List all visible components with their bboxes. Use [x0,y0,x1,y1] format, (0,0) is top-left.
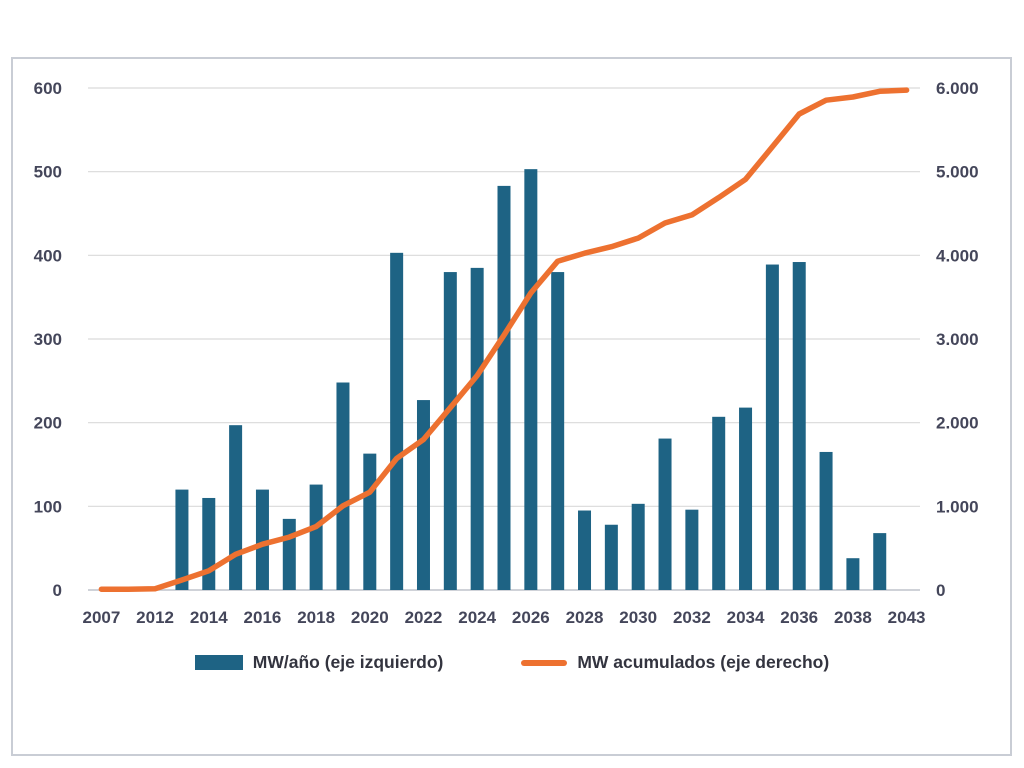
line-series-label: MW acumulados (eje derecho) [577,652,830,672]
right-axis-tick: 6.000 [936,79,979,98]
x-axis-tick-2016: 2016 [244,608,282,627]
chart-frame [11,57,1012,756]
bar-2021 [390,252,404,590]
bar-2019 [336,382,350,590]
cumulative-line [98,87,910,592]
bar-2022 [416,400,430,590]
bar-2038 [846,558,860,590]
x-axis-tick-2030: 2030 [619,608,657,627]
left-axis-tick: 0 [53,581,62,600]
bar-2033 [712,416,726,590]
x-axis-tick-2026: 2026 [512,608,550,627]
x-axis-tick-2038: 2038 [834,608,872,627]
chart-legend: MW/año (eje izquierdo) MW acumulados (ej… [0,652,1024,673]
x-axis-tick-2024: 2024 [458,608,496,627]
bar-2015 [229,425,243,590]
x-axis-tick-2043: 2043 [888,608,926,627]
bar-2034 [739,407,753,590]
right-axis-tick: 2.000 [936,414,979,433]
bar-2024 [470,267,484,590]
x-axis-tick-2020: 2020 [351,608,389,627]
bar-series-swatch [194,655,243,670]
right-axis-tick: 4.000 [936,246,979,265]
bar-2029 [604,524,618,590]
bar-2031 [658,438,672,590]
bar-2018 [309,484,323,590]
bar-2026 [524,169,538,590]
legend-item-bars: MW/año (eje izquierdo) [194,652,444,673]
bar-2013 [175,489,189,590]
bar-2030 [631,503,645,590]
bar-2036 [792,262,806,590]
bar-slot29 [873,533,887,590]
x-axis-tick-2012: 2012 [136,608,174,627]
bar-2016 [255,489,269,590]
line-series-swatch [521,659,568,666]
x-axis-tick-2022: 2022 [405,608,443,627]
x-axis-tick-2014: 2014 [190,608,228,627]
left-axis-tick: 200 [34,414,62,433]
x-axis-tick-2028: 2028 [566,608,604,627]
x-axis-tick-2032: 2032 [673,608,711,627]
bar-2037 [819,451,833,590]
bar-2020 [363,453,377,590]
bar-2028 [578,510,592,590]
right-axis-tick: 3.000 [936,330,979,349]
right-axis-tick: 0 [936,581,945,600]
bar-2023 [443,272,457,590]
legend-item-line: MW acumulados (eje derecho) [521,652,829,673]
bar-2014 [202,497,216,590]
right-axis-tick: 1.000 [936,497,979,516]
left-axis-tick: 500 [34,163,62,182]
left-axis-tick: 600 [34,79,62,98]
bar-2027 [551,272,565,590]
x-axis-tick-2036: 2036 [780,608,818,627]
bar-2035 [765,264,779,590]
right-axis-tick: 5.000 [936,163,979,182]
bar-2032 [685,509,699,590]
left-axis-tick: 400 [34,246,62,265]
x-axis-tick-2018: 2018 [297,608,335,627]
left-axis-tick: 100 [34,497,62,516]
left-axis-tick: 300 [34,330,62,349]
bar-series-label: MW/año (eje izquierdo) [252,652,444,672]
bar-2025 [497,185,511,590]
x-axis-tick-2007: 2007 [83,608,121,627]
bar-2017 [282,518,296,590]
x-axis-tick-2034: 2034 [727,608,765,627]
